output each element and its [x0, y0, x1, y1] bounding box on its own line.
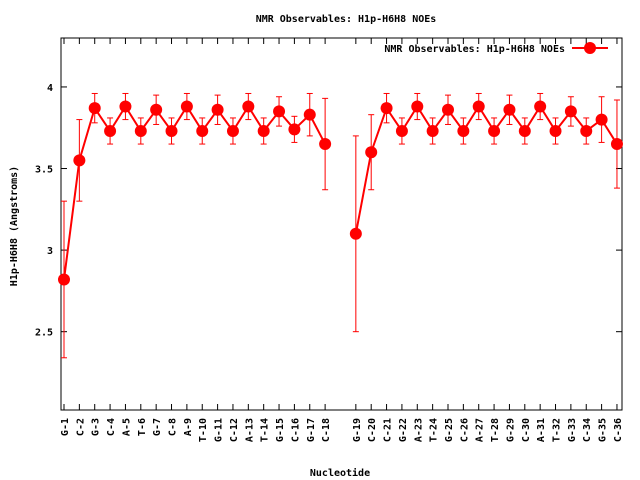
data-point [273, 105, 286, 118]
x-tick-label: G-15 [275, 418, 286, 442]
x-tick-label: A-9 [183, 418, 194, 436]
x-tick-label: T-28 [490, 418, 501, 442]
x-tick-label: C-12 [229, 418, 240, 442]
data-point [180, 100, 193, 113]
x-tick-label: T-32 [552, 418, 563, 442]
data-point [58, 273, 70, 286]
x-tick-label: A-13 [244, 418, 255, 442]
data-point [564, 105, 577, 118]
x-tick-label: C-8 [168, 418, 179, 436]
x-tick-label: C-4 [106, 418, 117, 436]
x-tick-label: G-7 [152, 418, 163, 436]
legend-marker [584, 42, 596, 54]
data-point [380, 102, 393, 115]
data-point [580, 125, 593, 137]
y-axis: 2.5 3 3.5 4 [35, 83, 622, 339]
data-point [365, 146, 378, 159]
y-axis-label: H1p-H6H8 (Angstroms) [9, 166, 20, 286]
data-point [211, 103, 224, 116]
x-tick-label: C-34 [582, 418, 593, 442]
x-tick-label: G-1 [60, 418, 71, 436]
x-tick-label: G-29 [505, 418, 516, 442]
data-point [534, 100, 547, 113]
data-point [88, 102, 101, 115]
data-point [134, 125, 147, 137]
data-point [518, 125, 531, 137]
data-point [549, 125, 562, 137]
x-tick-label: G-35 [598, 418, 609, 442]
data-point [595, 113, 608, 126]
data-point [442, 103, 454, 116]
x-tick-label: G-19 [352, 418, 363, 442]
legend: NMR Observables: H1p-H6H8 NOEs [384, 42, 608, 55]
data-point [257, 125, 270, 137]
data-point [319, 138, 332, 151]
y-tick-label: 4 [47, 83, 53, 94]
x-axis-label: Nucleotide [310, 467, 370, 479]
plot-frame [60, 37, 623, 411]
data-point [411, 100, 424, 113]
x-tick-label: G-3 [91, 418, 102, 436]
x-tick-label: C-30 [521, 418, 532, 442]
plot-series [58, 92, 623, 359]
y-tick-label: 3 [47, 246, 53, 257]
x-tick-label: C-36 [613, 418, 624, 442]
x-tick-label: T-24 [429, 418, 440, 442]
x-tick-label: C-20 [367, 418, 378, 442]
x-tick-label: C-21 [383, 418, 394, 442]
x-tick-label: G-25 [444, 418, 455, 442]
x-tick-label: G-17 [306, 418, 317, 442]
series-line [354, 104, 618, 234]
data-point [610, 138, 623, 151]
x-tick-label: G-22 [398, 418, 409, 442]
x-axis: G-1 C-2 G-3 C-4 A-5 T-6 G-7 C-8 A-9 T-10 G-11 C-12 A… [60, 38, 624, 442]
data-point [303, 108, 316, 121]
data-point [503, 103, 516, 116]
data-point [150, 103, 163, 116]
data-point [457, 125, 470, 137]
data-point [119, 100, 132, 113]
x-tick-label: A-27 [475, 418, 486, 442]
data-point [73, 154, 86, 167]
data-point [288, 123, 301, 136]
series-line [63, 104, 327, 280]
x-tick-label: G-11 [214, 418, 225, 442]
data-point [472, 100, 485, 113]
x-tick-label: T-14 [260, 418, 271, 442]
x-tick-label: T-6 [137, 418, 148, 436]
x-tick-label: G-33 [567, 418, 578, 442]
data-point [242, 100, 255, 113]
data-point [226, 125, 239, 137]
legend-label: NMR Observables: H1p-H6H8 NOEs [384, 44, 565, 55]
data-point [104, 125, 117, 137]
data-point [196, 125, 209, 137]
x-tick-label: C-2 [75, 418, 86, 436]
data-point [488, 125, 501, 137]
y-tick-label: 3.5 [35, 165, 53, 176]
y-tick-label: 2.5 [35, 328, 53, 339]
data-point [349, 227, 362, 240]
data-point [426, 125, 439, 137]
data-point [165, 125, 178, 137]
x-tick-label: C-18 [321, 418, 332, 442]
x-tick-label: C-16 [290, 418, 301, 442]
chart-title: NMR Observables: H1p-H6H8 NOEs [256, 14, 437, 25]
x-tick-label: A-31 [536, 418, 547, 442]
x-tick-label: A-23 [413, 418, 424, 442]
x-tick-label: C-26 [459, 418, 470, 442]
x-tick-label: A-5 [121, 418, 132, 436]
x-tick-label: T-10 [198, 418, 209, 442]
data-point [395, 125, 408, 137]
